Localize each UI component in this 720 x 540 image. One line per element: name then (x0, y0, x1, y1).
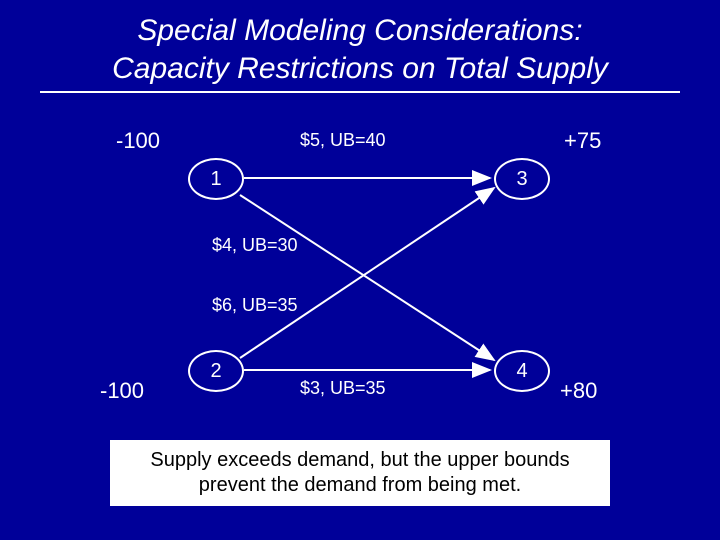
supply-label-1: -100 (116, 128, 160, 154)
caption-line-1: Supply exceeds demand, but the upper bou… (150, 449, 569, 471)
title-underline (40, 91, 680, 93)
node-1: 1 (188, 158, 244, 200)
title-line-2: Capacity Restrictions on Total Supply (112, 52, 608, 85)
supply-label-4: +80 (560, 378, 597, 404)
edge-label-1-3: $5, UB=40 (300, 130, 386, 151)
edge-label-2-4: $3, UB=35 (300, 378, 386, 399)
title-line-1: Special Modeling Considerations: (137, 14, 582, 47)
edge-1-4 (240, 195, 494, 360)
node-2: 2 (188, 350, 244, 392)
edge-label-2-3: $6, UB=35 (212, 295, 298, 316)
slide-title: Special Modeling Considerations: Capacit… (0, 0, 720, 87)
node-4: 4 (494, 350, 550, 392)
caption-line-2: prevent the demand from being met. (199, 474, 521, 496)
node-3: 3 (494, 158, 550, 200)
supply-label-2: -100 (100, 378, 144, 404)
edge-2-3 (240, 188, 494, 358)
supply-label-3: +75 (564, 128, 601, 154)
edge-label-1-4: $4, UB=30 (212, 235, 298, 256)
caption-box: Supply exceeds demand, but the upper bou… (110, 440, 610, 506)
